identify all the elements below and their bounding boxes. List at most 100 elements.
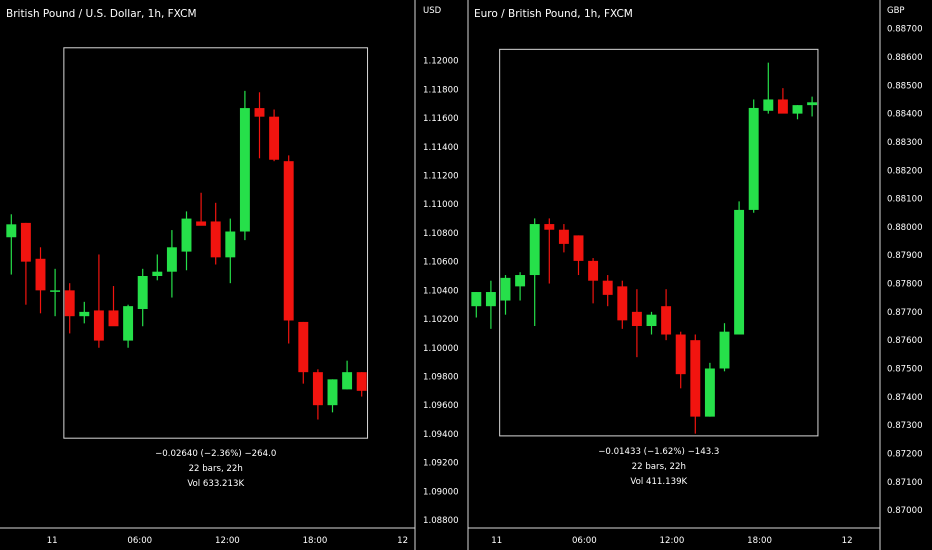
candle[interactable]	[196, 192, 207, 226]
candle[interactable]	[573, 235, 584, 276]
candle-body	[763, 99, 774, 111]
time-axis[interactable]: 11 06:00 12:00 18:00 12	[491, 536, 852, 546]
price-tick-label: 0.88000	[887, 223, 923, 233]
price-tick-label: 0.87000	[887, 506, 923, 516]
time-tick-label: 06:00	[127, 536, 152, 546]
candle[interactable]	[239, 90, 250, 241]
candle[interactable]	[646, 311, 657, 335]
candle[interactable]	[704, 362, 715, 417]
candle[interactable]	[515, 272, 526, 301]
time-axis[interactable]: 11 06:00 12:00 18:00 12	[47, 536, 408, 546]
symbol-title[interactable]: British Pound / U.S. Dollar, 1h, FXCM	[6, 8, 197, 20]
measure-label: Vol 633.213K	[187, 479, 244, 489]
candle[interactable]	[166, 230, 177, 298]
candle[interactable]	[631, 289, 642, 358]
candle[interactable]	[675, 331, 686, 389]
price-tick-label: 0.88400	[887, 110, 923, 120]
candle-body	[807, 102, 818, 106]
candle[interactable]	[50, 268, 61, 317]
price-tick-label: 1.10600	[423, 258, 459, 268]
candle[interactable]	[254, 92, 265, 159]
candle[interactable]	[544, 218, 555, 284]
candle[interactable]	[283, 155, 294, 344]
measure-label: 22 bars, 22h	[189, 464, 243, 474]
candle[interactable]	[529, 218, 540, 327]
candle-body	[719, 331, 730, 369]
price-tick-label: 1.11800	[423, 85, 459, 95]
price-tick-label: 1.09600	[423, 401, 459, 411]
candle[interactable]	[312, 369, 323, 420]
candle[interactable]	[792, 105, 803, 120]
candle-body	[35, 258, 46, 291]
price-tick-label: 0.87900	[887, 251, 923, 261]
candle[interactable]	[6, 214, 17, 275]
candle[interactable]	[734, 201, 745, 335]
candle[interactable]	[356, 372, 367, 397]
candle[interactable]	[225, 218, 236, 284]
candle[interactable]	[342, 360, 353, 390]
candle[interactable]	[64, 283, 75, 334]
candle[interactable]	[298, 321, 309, 384]
candle[interactable]	[500, 275, 511, 315]
candle-body	[529, 224, 540, 276]
candle[interactable]	[617, 280, 628, 329]
measure-box[interactable]	[63, 47, 369, 439]
candle[interactable]	[485, 280, 496, 329]
candle[interactable]	[123, 304, 134, 348]
price-tick-label: 1.10800	[423, 229, 459, 239]
candle[interactable]	[79, 301, 90, 324]
candle[interactable]	[777, 88, 788, 114]
time-tick-label: 12	[397, 536, 408, 546]
candle-body	[283, 161, 294, 321]
candle[interactable]	[471, 292, 482, 318]
candle[interactable]	[210, 202, 221, 265]
price-tick-label: 1.09800	[423, 372, 459, 382]
candle[interactable]	[602, 275, 613, 307]
candle[interactable]	[152, 254, 163, 281]
candle-body	[137, 276, 148, 310]
price-tick-label: 0.88500	[887, 81, 923, 91]
price-tick-label: 1.08800	[423, 516, 459, 526]
candle[interactable]	[269, 109, 280, 162]
candle-body	[64, 290, 75, 317]
price-axis[interactable]: 1.12000 1.11800 1.11600 1.11400 1.11200 1.110…	[423, 57, 459, 526]
price-tick-label: 0.88700	[887, 25, 923, 35]
candle[interactable]	[690, 334, 701, 434]
price-tick-label: 1.11400	[423, 143, 459, 153]
candle[interactable]	[558, 224, 569, 253]
price-tick-label: 1.09000	[423, 487, 459, 497]
candle-body	[777, 99, 788, 114]
candle-body	[356, 372, 367, 391]
candle[interactable]	[35, 247, 46, 314]
candle[interactable]	[719, 323, 730, 372]
candle[interactable]	[108, 286, 119, 327]
candle-body	[327, 379, 338, 406]
price-tick-label: 0.87800	[887, 280, 923, 290]
candle[interactable]	[748, 99, 759, 213]
measure-label: −0.01433 (−1.62%) −143.3	[598, 447, 719, 457]
candle[interactable]	[588, 258, 599, 304]
candle[interactable]	[807, 96, 818, 117]
candle-body	[617, 286, 628, 321]
price-axis[interactable]: 0.88700 0.88600 0.88500 0.88400 0.88300 0.882…	[887, 25, 923, 516]
candle[interactable]	[327, 379, 338, 413]
price-axis-currency: USD	[423, 6, 442, 16]
candle-body	[79, 311, 90, 317]
candle[interactable]	[93, 254, 104, 348]
price-tick-label: 1.10200	[423, 315, 459, 325]
candle-body	[690, 340, 701, 417]
candle[interactable]	[20, 222, 31, 305]
candle[interactable]	[661, 289, 672, 341]
candle[interactable]	[181, 211, 192, 271]
candle[interactable]	[137, 268, 148, 327]
candle-body	[515, 275, 526, 287]
plot-area[interactable]: −0.02640 (−2.36%) −264.0 22 bars, 22h Vol …	[6, 47, 369, 489]
candle-body	[108, 310, 119, 327]
plot-area[interactable]: −0.01433 (−1.62%) −143.3 22 bars, 22h Vol …	[471, 48, 819, 487]
symbol-title[interactable]: Euro / British Pound, 1h, FXCM	[474, 8, 633, 20]
candle-body	[6, 224, 17, 238]
measure-box[interactable]	[499, 48, 819, 437]
candle-body	[269, 116, 280, 160]
candle[interactable]	[763, 62, 774, 114]
